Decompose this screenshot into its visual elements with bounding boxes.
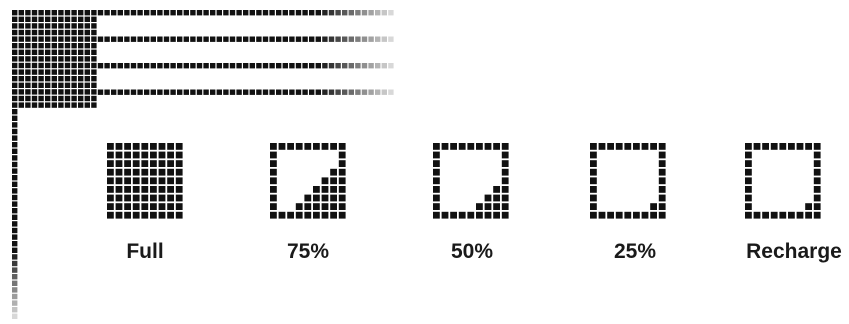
level-label-75: 75% — [286, 240, 330, 263]
level-label-25: 25% — [613, 240, 657, 263]
battery-recharge-icon — [745, 143, 821, 219]
level-label-recharge: Recharge — [746, 240, 842, 263]
battery-50-icon — [433, 143, 509, 219]
battery-25-icon — [590, 143, 666, 219]
level-label-full: Full — [126, 240, 164, 263]
level-label-50: 50% — [450, 240, 494, 263]
battery-full-icon — [107, 143, 183, 219]
battery-75-icon — [270, 143, 346, 219]
